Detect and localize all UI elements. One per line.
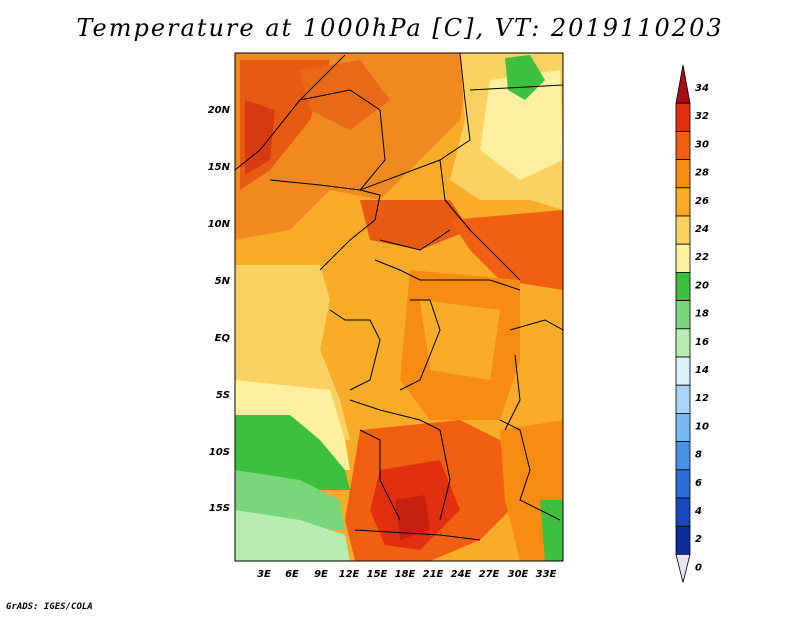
colorbar-top-arrow — [675, 64, 691, 104]
lon-label: 27E — [479, 569, 500, 580]
lon-label: 33E — [536, 569, 557, 580]
credit-text: GrADS: IGES/COLA — [6, 602, 93, 612]
lon-label: 6E — [285, 569, 299, 580]
colorbar-swatch — [675, 187, 691, 217]
lat-label: 10N — [208, 219, 231, 230]
colorbar-swatch — [675, 300, 691, 330]
lon-label: 30E — [508, 569, 529, 580]
lat-label: EQ — [215, 333, 231, 344]
colorbar-bottom-arrow — [675, 554, 691, 583]
colorbar-swatch — [675, 384, 691, 414]
colorbar-label: 26 — [695, 196, 709, 207]
colorbar-label: 24 — [695, 224, 709, 235]
map-title: Temperature at 1000hPa [C], VT: 20191102… — [76, 14, 724, 42]
colorbar-swatch — [675, 469, 691, 499]
colorbar-swatch — [675, 412, 691, 442]
map-frame — [234, 52, 564, 562]
colorbar-swatch — [675, 130, 691, 160]
colorbar-swatch — [675, 215, 691, 245]
colorbar-label: 18 — [695, 309, 709, 320]
lat-label: 15N — [208, 162, 231, 173]
colorbar-label: 22 — [695, 252, 709, 263]
lat-label: 5S — [216, 390, 230, 401]
colorbar-label: 16 — [695, 337, 709, 348]
lon-label: 18E — [395, 569, 416, 580]
lon-label: 24E — [451, 569, 472, 580]
colorbar-swatch — [675, 271, 691, 301]
colorbar-swatch — [675, 525, 691, 555]
colorbar-label: 4 — [694, 506, 702, 517]
lat-label: 10S — [209, 447, 230, 458]
colorbar-label: 30 — [695, 139, 709, 150]
lon-label: 9E — [314, 569, 328, 580]
lat-label: 20N — [208, 105, 231, 116]
colorbar-label: 0 — [695, 562, 702, 573]
lon-label: 12E — [339, 569, 360, 580]
lon-axis: 3E 6E 9E 12E 15E 18E 21E 24E 27E 30E 33E — [257, 569, 556, 580]
colorbar-label: 28 — [695, 168, 709, 179]
lon-label: 21E — [423, 569, 444, 580]
lat-label: 5N — [215, 276, 231, 287]
lat-axis: 20N 15N 10N 5N EQ 5S 10S 15S — [208, 105, 231, 514]
colorbar-swatch — [675, 497, 691, 527]
lon-label: 15E — [367, 569, 388, 580]
colorbar-label: 10 — [695, 421, 709, 432]
colorbar-label: 20 — [695, 280, 709, 291]
lat-label: 15S — [209, 503, 230, 514]
colorbar-swatch — [675, 356, 691, 386]
colorbar-label: 12 — [695, 393, 709, 404]
colorbar-label: 14 — [695, 365, 709, 376]
colorbar-swatch — [675, 102, 691, 132]
colorbar-swatch — [675, 441, 691, 471]
colorbar-swatch — [675, 243, 691, 273]
colorbar-swatch — [675, 328, 691, 358]
lon-label: 3E — [257, 569, 271, 580]
country-borders — [235, 53, 563, 541]
colorbar-swatch — [675, 159, 691, 189]
colorbar-label: 34 — [695, 83, 709, 94]
colorbar-label: 2 — [695, 534, 702, 545]
colorbar-label: 8 — [695, 450, 702, 461]
colorbar-label: 6 — [695, 478, 702, 489]
colorbar-label: 32 — [695, 111, 709, 122]
temperature-field — [235, 53, 563, 561]
